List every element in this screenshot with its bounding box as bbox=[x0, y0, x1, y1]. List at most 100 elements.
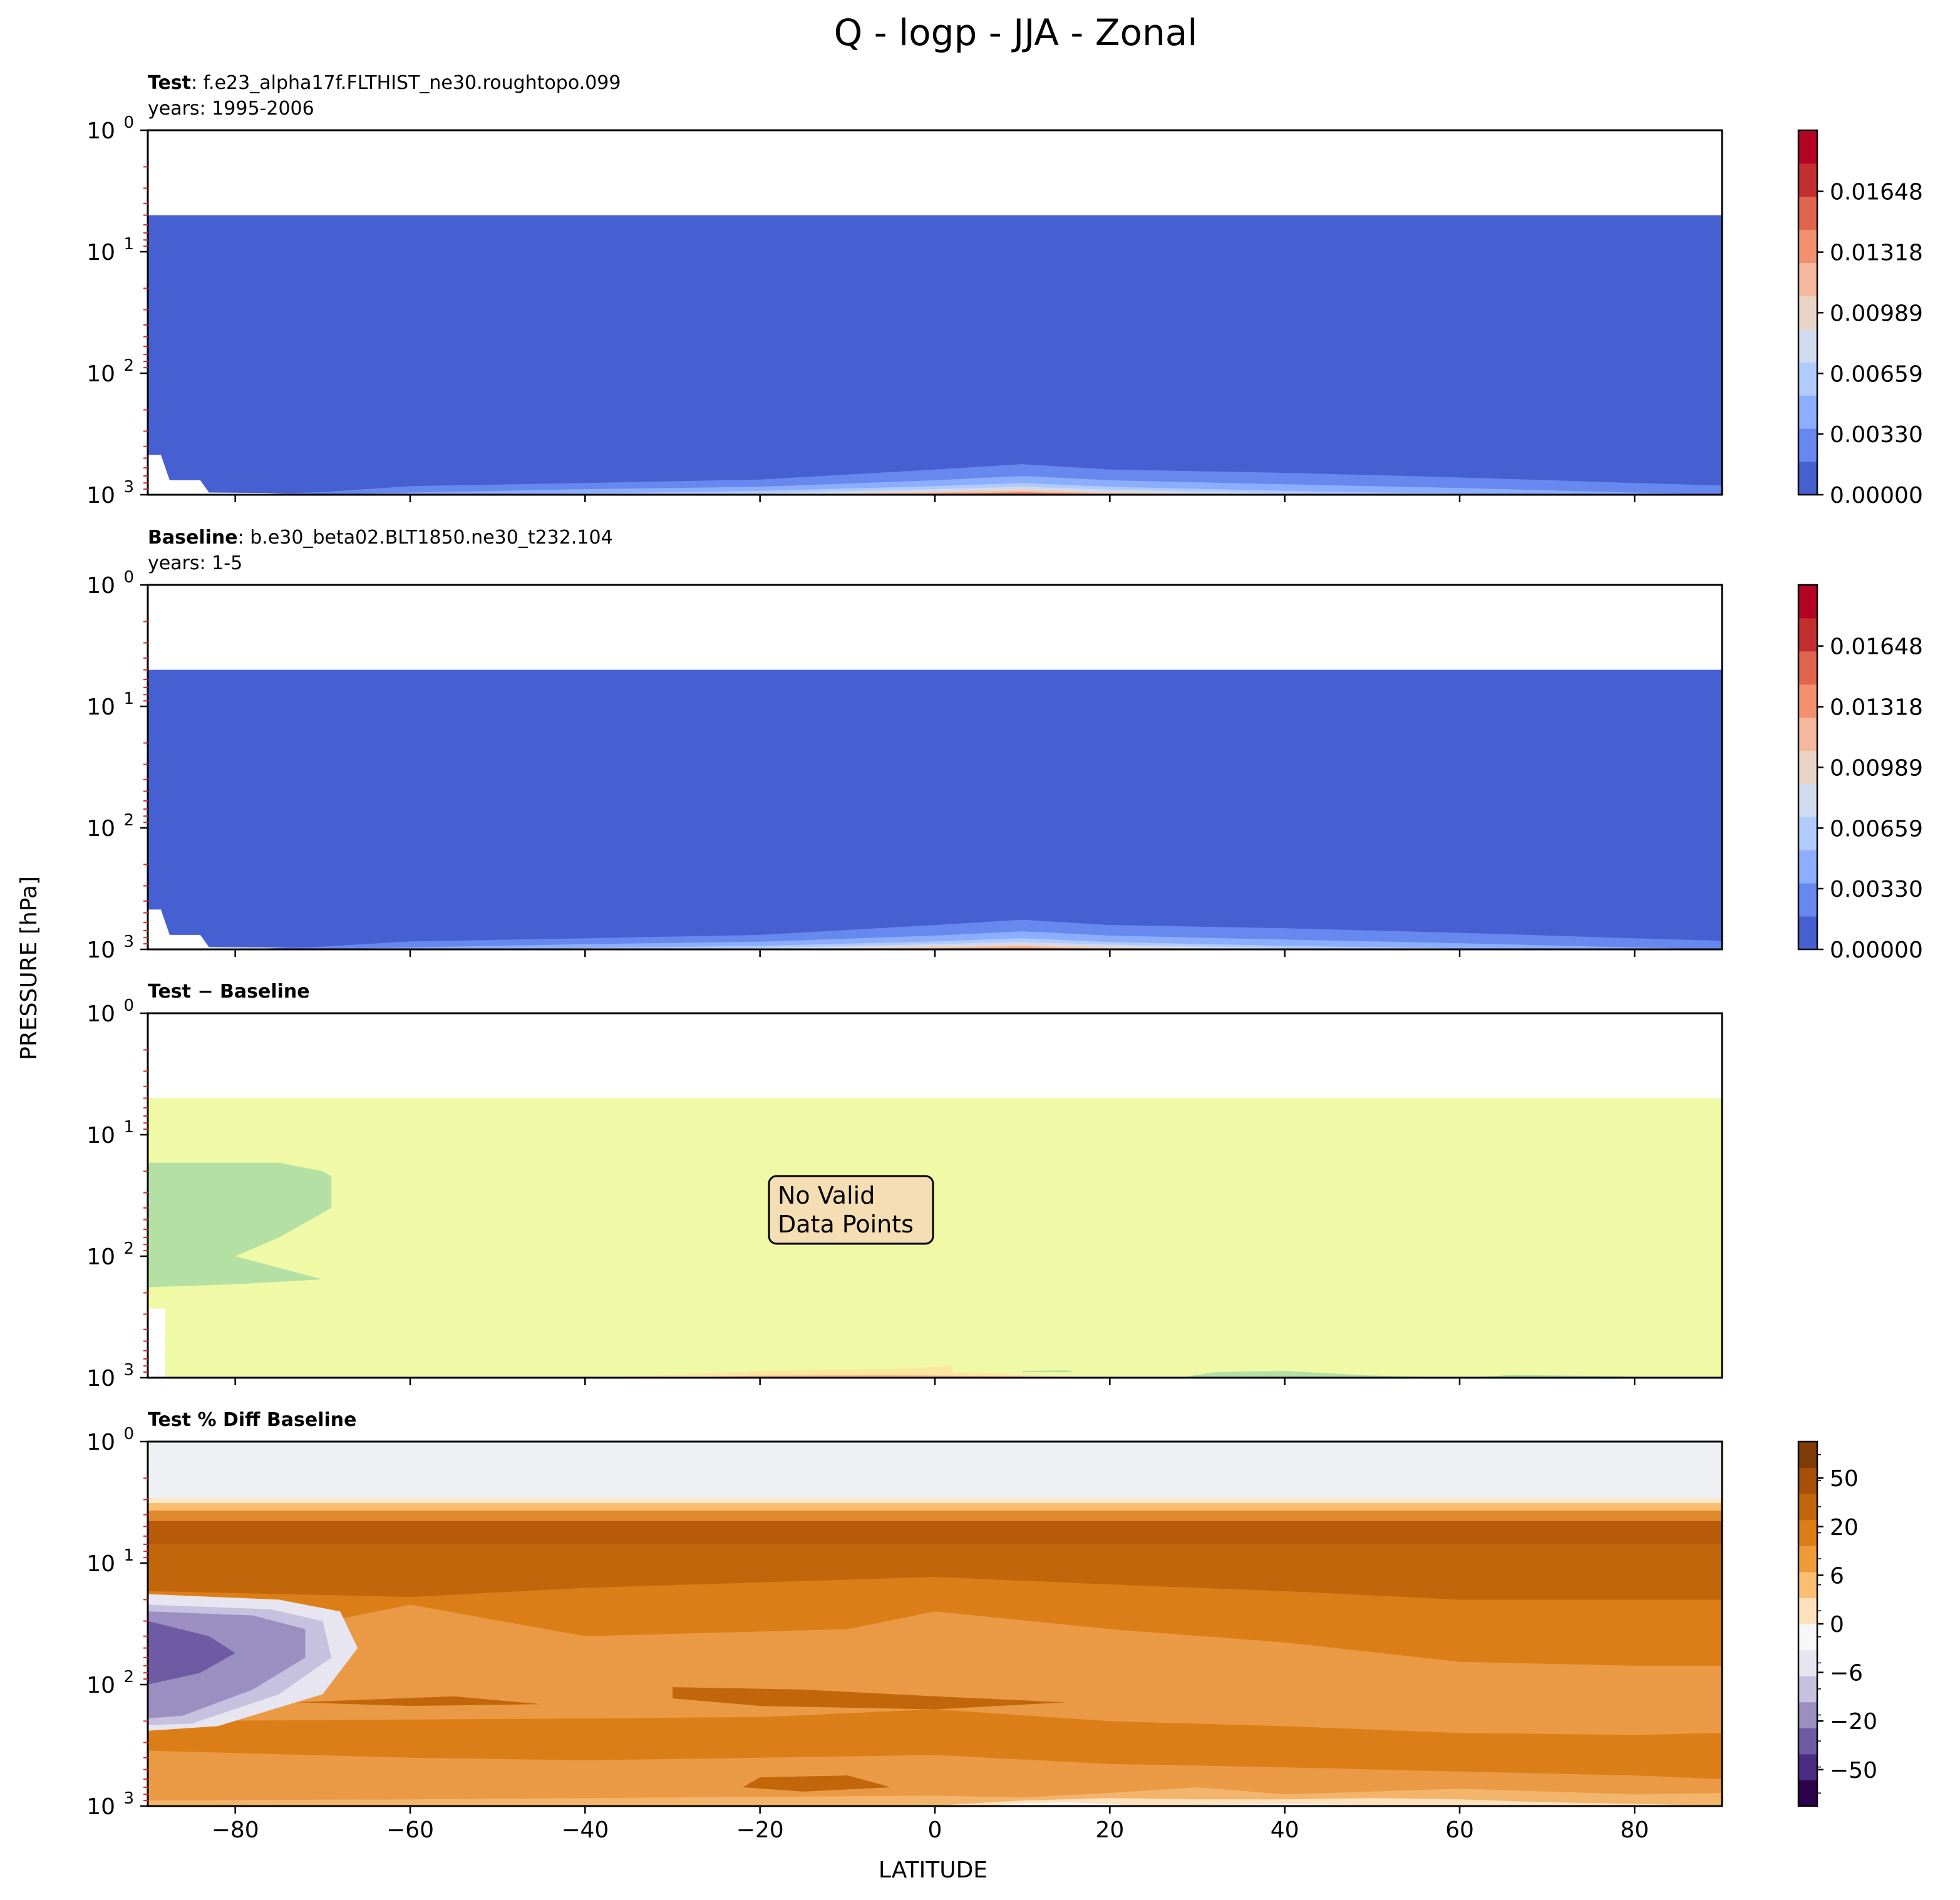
q-contour-band bbox=[148, 489, 1722, 495]
y-tick-label: 10 bbox=[86, 937, 115, 963]
panel-baseline-plot: 10 0 10 1 10 2 10 3 bbox=[86, 568, 1723, 963]
panel-test-plot: 10 0 10 1 10 2 10 3 bbox=[86, 113, 1723, 509]
colorbar-swatch bbox=[1798, 1728, 1817, 1755]
annotation-box bbox=[768, 1175, 934, 1245]
y-tick-exponent: 1 bbox=[123, 1118, 134, 1137]
colorbar-swatch bbox=[1798, 296, 1817, 329]
y-tick-label: 10 bbox=[86, 1244, 115, 1270]
x-tick-label: −40 bbox=[561, 1817, 609, 1843]
colorbar-swatch bbox=[1798, 817, 1817, 850]
pct-negative-region-4 bbox=[148, 1621, 235, 1685]
colorbar-tick-label: 0.00989 bbox=[1830, 755, 1923, 781]
colorbar-swatch bbox=[1798, 1598, 1817, 1624]
colorbar-swatch bbox=[1798, 1650, 1817, 1676]
panel-baseline-subtitle: years: 1-5 bbox=[148, 552, 242, 574]
pct-blob-3 bbox=[742, 1775, 892, 1792]
annotation-line-1: No Valid bbox=[778, 1182, 875, 1209]
q-field-base bbox=[148, 215, 1722, 495]
plot-area bbox=[148, 215, 1722, 495]
y-tick-label: 10 bbox=[86, 1001, 115, 1027]
colorbar-swatch bbox=[1798, 1780, 1817, 1807]
colorbar-swatch bbox=[1798, 783, 1817, 817]
y-tick-label: 10 bbox=[86, 1366, 115, 1391]
colorbar-tick-label: 0.00000 bbox=[1830, 483, 1923, 509]
colorbar-swatch bbox=[1798, 163, 1817, 197]
annotation-line-2: Data Points bbox=[778, 1211, 914, 1238]
y-axis-label: PRESSURE [hPa] bbox=[16, 876, 42, 1060]
y-tick-label: 10 bbox=[86, 1123, 115, 1149]
no-valid-data-annotation: No Valid Data Points bbox=[768, 1175, 934, 1245]
diff-region-negative-2 bbox=[1022, 1370, 1075, 1373]
panel-test-title-bold: Test bbox=[148, 72, 191, 94]
colorbar-swatch bbox=[1798, 1494, 1817, 1521]
colorbar-swatch bbox=[1798, 262, 1817, 297]
colorbar-swatch bbox=[1798, 750, 1817, 784]
x-tick-label: −60 bbox=[386, 1817, 434, 1843]
panel-pctdiff-title: Test % Diff Baseline bbox=[148, 1409, 357, 1431]
colorbar-tick-label: 0.00659 bbox=[1830, 816, 1923, 842]
diff-region-negative-3 bbox=[1180, 1371, 1460, 1378]
y-tick-label: 10 bbox=[86, 1794, 115, 1820]
colorbar-swatch bbox=[1798, 1676, 1817, 1703]
colorbar-swatch bbox=[1798, 1546, 1817, 1572]
pct-blob-1 bbox=[296, 1696, 542, 1706]
x-tick-label: 60 bbox=[1445, 1817, 1474, 1843]
colorbar-pctdiff: 50 20 6 0 −6 −20 −50 bbox=[1797, 1440, 1877, 1807]
colorbar-swatch bbox=[1798, 651, 1817, 685]
y-tick-exponent: 1 bbox=[123, 1546, 134, 1565]
colorbar-tick-label: 0.00330 bbox=[1830, 422, 1923, 448]
y-tick-exponent: 0 bbox=[123, 1425, 134, 1443]
colorbar-swatch bbox=[1798, 717, 1817, 751]
x-tick-label: 20 bbox=[1095, 1817, 1124, 1843]
colorbar-baseline: 0.01648 0.01318 0.00989 0.00659 0.00330 0.000… bbox=[1797, 584, 1923, 963]
colorbar-tick-label: 0.01318 bbox=[1830, 240, 1923, 266]
y-tick-exponent: 0 bbox=[123, 996, 134, 1015]
colorbar-swatch bbox=[1798, 617, 1817, 652]
y-tick-exponent: 3 bbox=[123, 932, 134, 951]
y-tick-label: 10 bbox=[86, 1673, 115, 1698]
colorbar-swatch bbox=[1798, 1624, 1817, 1651]
q-contour-band bbox=[148, 944, 1722, 949]
q-contour-band bbox=[148, 942, 1722, 949]
q-contour-band bbox=[148, 487, 1722, 495]
colorbar-swatch bbox=[1798, 1519, 1817, 1546]
colorbar-tick-label: 0.00330 bbox=[1830, 877, 1923, 902]
y-tick-exponent: 1 bbox=[123, 235, 134, 254]
q-contour-band bbox=[148, 490, 1722, 495]
panel-diff-title: Test − Baseline bbox=[148, 981, 310, 1003]
y-tick-exponent: 3 bbox=[123, 478, 134, 497]
colorbar-tick-label: 0.01648 bbox=[1830, 180, 1923, 205]
colorbar-tick-label: −20 bbox=[1830, 1709, 1877, 1735]
y-tick-exponent: 0 bbox=[123, 113, 134, 132]
y-tick-exponent: 2 bbox=[123, 356, 134, 375]
colorbar-tick-label: 0.00000 bbox=[1830, 937, 1923, 963]
y-tick-label: 10 bbox=[86, 1430, 115, 1455]
q-field-base bbox=[148, 669, 1722, 949]
diff-region-positive-1 bbox=[585, 1366, 1110, 1378]
y-tick-label: 10 bbox=[86, 573, 115, 599]
colorbar-swatch bbox=[1798, 585, 1817, 619]
y-tick-label: 10 bbox=[86, 240, 115, 266]
colorbar-swatch bbox=[1798, 1467, 1817, 1494]
colorbar-tick-label: 0 bbox=[1830, 1612, 1844, 1638]
pct-band-12 bbox=[148, 1802, 1722, 1806]
colorbar-swatch bbox=[1798, 362, 1817, 396]
y-tick-label: 10 bbox=[86, 816, 115, 842]
y-tick-label: 10 bbox=[86, 694, 115, 720]
plot-area bbox=[148, 1098, 1722, 1378]
y-tick-exponent: 3 bbox=[123, 1361, 134, 1380]
colorbar-tick-label: 0.01318 bbox=[1830, 695, 1923, 721]
diff-region-negative bbox=[148, 1162, 332, 1288]
y-tick-label: 10 bbox=[86, 361, 115, 387]
x-tick-label: 0 bbox=[928, 1817, 942, 1843]
x-tick-label: −80 bbox=[212, 1817, 259, 1843]
colorbar-swatch bbox=[1798, 329, 1817, 363]
panel-baseline-title-rest: : b.e30_beta02.BLT1850.ne30_t232.104 bbox=[238, 527, 613, 549]
panel-baseline-title-bold: Baseline bbox=[148, 527, 238, 549]
panel-test-subtitle: years: 1995-2006 bbox=[148, 98, 314, 120]
figure-title: Q - logp - JJA - Zonal bbox=[834, 11, 1198, 54]
x-tick-label: −20 bbox=[736, 1817, 784, 1843]
colorbar-swatch bbox=[1798, 883, 1817, 917]
panel-pctdiff-plot: 10 0 10 1 10 2 10 3 −80 −60 −40 −20 0 20 40 60 80 bbox=[86, 1425, 1723, 1843]
